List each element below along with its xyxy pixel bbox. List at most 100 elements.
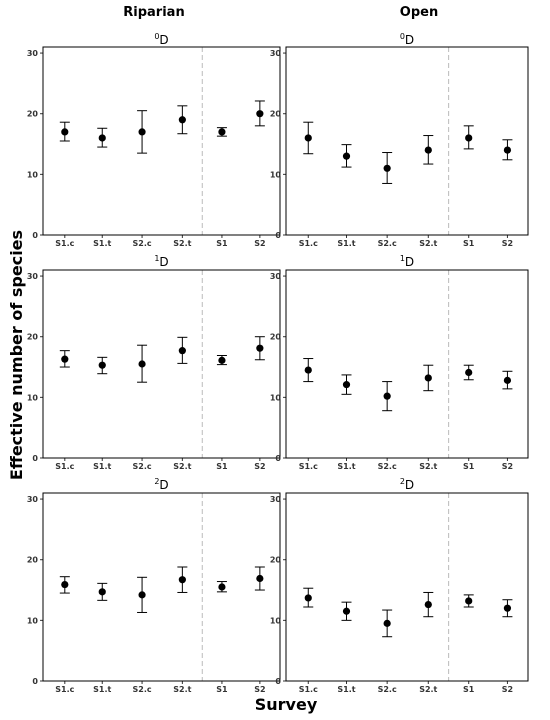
data-point — [98, 588, 106, 596]
data-point — [138, 591, 146, 599]
x-tick-label: S1.t — [93, 239, 111, 248]
column-title-open: Open — [400, 5, 438, 20]
data-point — [503, 604, 512, 612]
data-point — [304, 134, 312, 142]
data-point — [383, 392, 391, 400]
panel-title-letter: D — [159, 478, 168, 492]
data-point — [256, 344, 264, 352]
y-tick-label: 20 — [270, 333, 282, 342]
y-tick-label: 30 — [270, 272, 282, 281]
y-tick-label: 30 — [270, 495, 282, 504]
x-tick-label: S1.t — [93, 685, 111, 694]
data-point — [61, 355, 69, 363]
panel-title: 2D — [400, 477, 414, 492]
x-tick-label: S2.c — [133, 685, 152, 694]
data-point — [342, 607, 351, 615]
y-tick-label: 30 — [27, 495, 39, 504]
y-tick-label: 20 — [270, 556, 282, 565]
x-tick-label: S1.c — [55, 462, 74, 471]
x-tick-label: S2 — [254, 685, 265, 694]
x-tick-label: S2.t — [419, 239, 437, 248]
y-tick-label: 30 — [27, 49, 39, 58]
panel-title-order: 1 — [154, 254, 159, 263]
panel-frame — [285, 46, 529, 236]
data-point — [178, 347, 186, 355]
data-point — [178, 576, 186, 584]
data-point — [383, 619, 391, 627]
data-point — [503, 376, 512, 384]
x-tick-label: S1 — [216, 462, 228, 471]
y-tick-label: 10 — [27, 616, 39, 625]
y-tick-label: 10 — [27, 170, 39, 179]
y-axis-title: Effective number of species — [7, 230, 26, 480]
y-tick-label: 0 — [32, 677, 38, 686]
x-tick-label: S1.c — [55, 685, 74, 694]
data-point — [218, 583, 226, 591]
x-tick-label: S2.t — [419, 685, 437, 694]
panel-title-letter: D — [159, 33, 168, 47]
x-tick-label: S1.c — [55, 239, 74, 248]
panel-title: 0D — [400, 32, 414, 47]
x-tick-label: S2 — [254, 239, 265, 248]
data-point — [61, 580, 69, 589]
x-tick-label: S2.c — [378, 239, 397, 248]
panel-title: 1D — [400, 254, 414, 269]
panel-title-order: 0 — [400, 32, 405, 41]
x-tick-label: S2.c — [378, 685, 397, 694]
y-tick-label: 30 — [27, 272, 39, 281]
panel-frame — [42, 492, 281, 682]
data-point — [503, 146, 512, 154]
x-tick-label: S2.c — [133, 462, 152, 471]
x-tick-label: S2.t — [173, 462, 191, 471]
panel-title-letter: D — [405, 255, 414, 269]
x-tick-label: S1 — [463, 239, 475, 248]
data-point — [61, 128, 69, 136]
data-point — [138, 128, 146, 136]
data-point — [256, 110, 264, 118]
y-tick-label: 20 — [27, 110, 39, 119]
data-point — [424, 374, 432, 382]
y-tick-label: 0 — [275, 454, 281, 463]
x-tick-label: S2 — [502, 239, 513, 248]
data-point — [424, 600, 432, 609]
panel-title-order: 1 — [400, 254, 405, 263]
panel-title: 0D — [154, 32, 168, 47]
panel-title-letter: D — [159, 255, 168, 269]
data-point — [98, 134, 106, 142]
data-point — [138, 360, 146, 368]
x-tick-label: S2 — [502, 462, 513, 471]
x-tick-label: S2 — [502, 685, 513, 694]
y-tick-label: 10 — [270, 170, 282, 179]
y-tick-label: 0 — [32, 454, 38, 463]
y-tick-label: 10 — [270, 393, 282, 402]
data-point — [383, 164, 391, 172]
panel-open-order-1: 1D 0 10 20 30 S1.c S1.t S2.c S2.t S1 S2 — [270, 254, 529, 471]
y-tick-label: 10 — [27, 393, 39, 402]
y-tick-label: 30 — [270, 49, 282, 58]
x-tick-label: S1.t — [337, 462, 355, 471]
data-point — [256, 574, 264, 583]
panel-title-order: 2 — [154, 477, 159, 486]
x-tick-label: S2.t — [173, 685, 191, 694]
data-point — [424, 146, 432, 154]
x-tick-label: S1.c — [299, 239, 318, 248]
panel-frame — [42, 46, 281, 236]
data-point — [218, 356, 226, 364]
panel-frame — [285, 269, 529, 459]
column-title-riparian: Riparian — [123, 5, 184, 20]
y-tick-label: 0 — [275, 231, 281, 240]
y-tick-label: 10 — [270, 616, 282, 625]
x-tick-label: S1.c — [299, 685, 318, 694]
y-tick-label: 0 — [275, 677, 281, 686]
x-tick-label: S2.t — [173, 239, 191, 248]
y-tick-label: 20 — [27, 556, 39, 565]
y-tick-label: 20 — [27, 333, 39, 342]
panel-title-letter: D — [405, 33, 414, 47]
x-tick-label: S2.c — [133, 239, 152, 248]
panel-frame — [285, 492, 529, 682]
data-point — [98, 361, 106, 369]
data-point — [465, 368, 473, 377]
